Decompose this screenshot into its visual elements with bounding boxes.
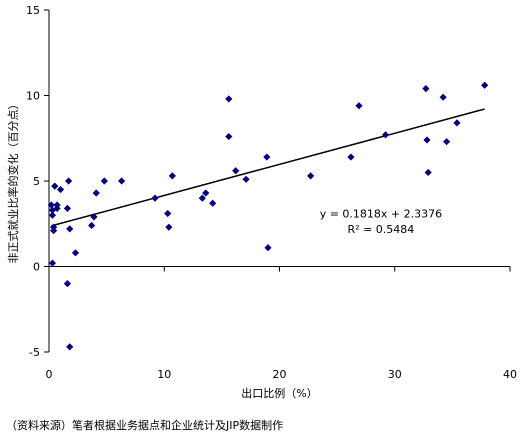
x-tick-label: 20 [273,368,287,381]
data-point [202,189,210,197]
data-point [63,204,72,212]
x-tick-label: 10 [157,368,171,381]
data-point [381,131,390,139]
y-tick-label: 5 [33,175,40,188]
x-tick-label: 40 [503,368,517,381]
data-point [347,153,355,161]
data-point [481,81,489,89]
x-tick-label: 0 [46,368,53,381]
data-point [225,132,233,141]
data-point [64,177,73,185]
y-tick-label: 10 [26,90,40,103]
data-point [424,168,432,177]
data-point [51,182,59,190]
y-axis-title: 非正式就业比率的变化（百分点） [6,99,20,264]
data-point [71,249,80,257]
data-point [423,136,431,144]
data-point [56,185,65,194]
data-point [422,85,430,93]
data-point [165,223,173,231]
data-point [48,211,57,219]
trendline-layer [51,108,485,227]
y-tick-label: 0 [33,261,40,274]
data-point [53,204,61,212]
trendline [51,108,485,227]
r-squared-label: R² = 0.5484 [348,223,415,236]
source-note: （资料来源）笔者根据业务据点和企业统计及JIP数据制作 [6,419,284,432]
data-point [164,209,172,218]
data-point [307,172,315,180]
data-point [118,177,126,185]
data-point [168,172,176,180]
data-point [198,194,206,202]
data-point [90,213,98,221]
data-point [453,119,461,127]
x-axis-title: 出口比例（%） [241,386,317,400]
data-point [225,95,233,103]
data-point [209,199,217,207]
data-point [263,153,271,161]
y-tick-label: -5 [29,346,40,359]
data-point [48,259,57,267]
data-point [100,177,108,185]
y-tick-label: 15 [26,4,40,17]
data-point [47,201,55,209]
data-point [66,225,74,233]
x-tick-label: 30 [388,368,402,381]
data-point [355,102,363,110]
trendline-equation: y = 0.1818x + 2.3376 [320,207,442,220]
data-point [443,138,451,146]
data-points [47,81,489,351]
data-point [232,167,240,175]
data-point [242,175,250,183]
data-point [63,280,72,288]
data-point [88,221,96,230]
scatter-chart: -5 0 5 10 15 0 10 20 30 40 y = 0.1818x + 2.3376 R… [6,4,517,400]
data-point [264,244,272,252]
data-point [439,93,447,101]
chart-ticks: -5 0 5 10 15 0 10 20 30 40 [26,4,517,381]
data-point [151,194,159,202]
data-point [92,189,100,197]
data-point [50,226,58,235]
data-point [66,343,74,351]
